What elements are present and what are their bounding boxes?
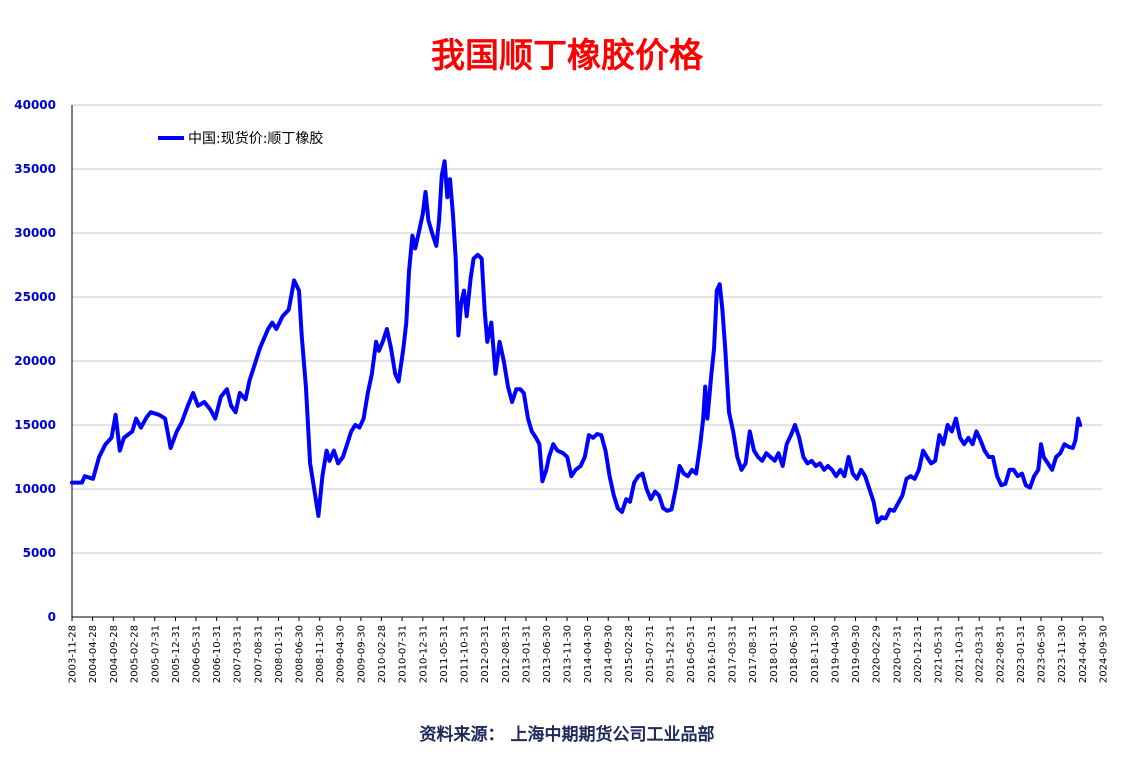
x-tick-label: 2008-01-31	[274, 625, 285, 683]
y-tick-label: 30000	[14, 226, 56, 240]
x-tick-label: 2016-05-31	[686, 625, 697, 683]
x-tick-label: 2023-06-30	[1036, 625, 1047, 683]
y-tick-label: 5000	[23, 546, 56, 560]
y-tick-label: 40000	[14, 98, 56, 112]
x-tick-label: 2005-02-28	[130, 625, 141, 683]
source-note: 资料来源： 上海中期期货公司工业品部	[419, 725, 715, 745]
x-tick-label: 2004-09-28	[109, 625, 120, 683]
x-tick-label: 2015-12-31	[666, 625, 677, 683]
series-layer	[70, 159, 1083, 525]
x-tick-label: 2020-12-31	[913, 625, 924, 683]
x-tick-label: 2022-03-31	[975, 625, 986, 683]
x-tick-label: 2018-06-30	[789, 625, 800, 683]
y-tick-label: 0	[48, 610, 56, 624]
x-tick-label: 2017-08-31	[748, 625, 759, 683]
y-tick-label: 35000	[14, 162, 56, 176]
x-tick-label: 2017-03-31	[727, 625, 738, 683]
x-tick-label: 2015-07-31	[645, 625, 656, 683]
y-tick-label: 25000	[14, 290, 56, 304]
x-tick-label: 2005-12-31	[171, 625, 182, 683]
x-tick-label: 2013-06-30	[542, 625, 553, 683]
y-tick-label: 20000	[14, 354, 56, 368]
x-tick-label: 2024-04-30	[1078, 625, 1089, 683]
x-tick-label: 2007-08-31	[253, 625, 264, 683]
x-tick-label: 2008-06-30	[295, 625, 306, 683]
x-tick-label: 2021-10-31	[954, 625, 965, 683]
x-tick-label: 2022-08-31	[995, 625, 1006, 683]
x-tick-label: 2018-01-31	[769, 625, 780, 683]
x-tick-label: 2006-05-31	[191, 625, 202, 683]
x-tick-label: 2007-03-31	[233, 625, 244, 683]
x-tick-label: 2013-11-30	[563, 625, 574, 683]
chart-title: 我国顺丁橡胶价格	[431, 36, 703, 76]
x-tick-label: 2013-01-31	[522, 625, 533, 683]
legend: 中国:现货价:顺丁橡胶	[158, 130, 323, 147]
x-tick-label: 2011-05-31	[439, 625, 450, 683]
x-tick-label: 2019-04-30	[830, 625, 841, 683]
x-tick-label: 2011-10-31	[459, 625, 470, 683]
x-tick-label: 2014-04-30	[583, 625, 594, 683]
x-tick-label: 2012-08-31	[501, 625, 512, 683]
x-tick-label: 2003-11-28	[68, 625, 79, 683]
x-tick-label: 2023-01-31	[1016, 625, 1027, 683]
series-line-0	[70, 159, 1083, 525]
y-tick-label: 10000	[14, 482, 56, 496]
x-tick-label: 2018-11-30	[810, 625, 821, 683]
gridlines	[72, 104, 1103, 554]
x-tick-label: 2023-11-30	[1057, 625, 1068, 683]
legend-label: 中国:现货价:顺丁橡胶	[188, 130, 323, 147]
x-tick-label: 2006-10-31	[212, 625, 223, 683]
x-tick-label: 2009-09-30	[356, 625, 367, 683]
x-tick-label: 2019-09-30	[851, 625, 862, 683]
x-tick-label: 2009-04-30	[336, 625, 347, 683]
x-tick-label: 2010-12-31	[418, 625, 429, 683]
y-axis-tick-labels: 0 5000 10000 15000 20000 25000 30000 35000 40000	[14, 98, 56, 624]
x-tick-label: 2004-04-28	[88, 625, 99, 683]
x-tick-label: 2024-09-30	[1099, 625, 1110, 683]
x-tick-label: 2012-03-31	[480, 625, 491, 683]
x-tick-label: 2020-02-29	[872, 625, 883, 683]
x-tick-label: 2015-02-28	[624, 625, 635, 683]
x-axis-tick-labels: 2003-11-28 2004-04-28 2004-09-28 2005-02-28…	[68, 625, 1110, 683]
x-tick-label: 2005-07-31	[150, 625, 161, 683]
x-tick-label: 2016-10-31	[707, 625, 718, 683]
x-tick-label: 2010-07-31	[398, 625, 409, 683]
axes	[71, 105, 1104, 621]
x-tick-label: 2010-02-28	[377, 625, 388, 683]
x-tick-label: 2020-07-31	[892, 625, 903, 683]
x-tick-label: 2021-05-31	[934, 625, 945, 683]
x-tick-label: 2008-11-30	[315, 625, 326, 683]
x-tick-label: 2014-09-30	[604, 625, 615, 683]
y-tick-label: 15000	[14, 418, 56, 432]
